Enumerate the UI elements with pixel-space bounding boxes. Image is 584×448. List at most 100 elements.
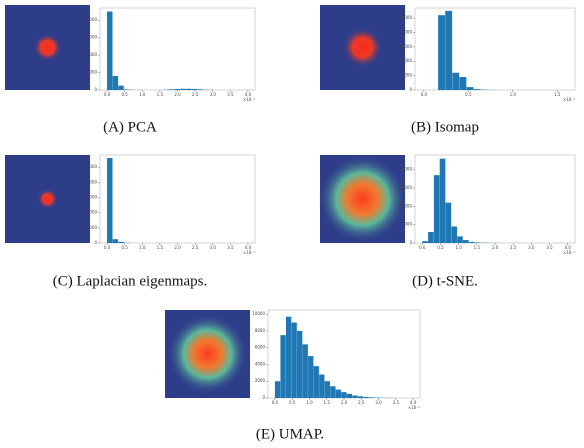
x-tick-label: 3.0 bbox=[210, 92, 217, 97]
bar bbox=[341, 392, 346, 398]
x-tick-label: 3.0 bbox=[210, 245, 217, 250]
x-tick-label: 2.5 bbox=[192, 245, 199, 250]
embedding-density bbox=[34, 34, 62, 62]
y-tick-label: 10000 bbox=[84, 225, 97, 230]
y-tick-label: 10000 bbox=[399, 58, 412, 63]
x-tick-label: 1.0 bbox=[510, 92, 517, 97]
y-tick-label: 40000 bbox=[84, 179, 97, 184]
bar bbox=[369, 397, 374, 398]
y-tick-label: 30000 bbox=[84, 35, 97, 40]
y-tick-label: 10000 bbox=[84, 70, 97, 75]
x-tick-label: 0.0 bbox=[421, 92, 428, 97]
x-tick-label: 0.0 bbox=[104, 92, 111, 97]
y-tick-label: 20000 bbox=[84, 52, 97, 57]
caption: (A) PCA bbox=[103, 119, 157, 135]
x-tick-label: 2.5 bbox=[192, 92, 199, 97]
bar bbox=[319, 375, 324, 398]
x-tick-label: 3.0 bbox=[528, 245, 535, 250]
x-tick-label: 0.5 bbox=[437, 245, 444, 250]
y-tick-label: 0 bbox=[409, 87, 412, 92]
x-tick-label: 0.0 bbox=[272, 400, 279, 405]
bar bbox=[186, 89, 191, 90]
x-multiplier: ×10⁻¹ bbox=[563, 250, 576, 255]
y-tick-label: 5000 bbox=[402, 222, 413, 227]
bar bbox=[467, 87, 474, 90]
x-tick-label: 3.5 bbox=[227, 92, 234, 97]
x-tick-label: 1.0 bbox=[306, 400, 313, 405]
x-multiplier: ×10⁻¹ bbox=[243, 97, 256, 102]
bar bbox=[314, 366, 319, 398]
bar bbox=[197, 89, 202, 90]
plot-frame bbox=[100, 155, 255, 243]
bar bbox=[280, 335, 285, 398]
x-tick-label: 0.5 bbox=[289, 400, 296, 405]
embedding-density bbox=[319, 155, 407, 243]
x-tick-label: 2.0 bbox=[174, 92, 181, 97]
bar bbox=[422, 241, 428, 243]
bar bbox=[428, 232, 434, 243]
x-tick-label: 1.0 bbox=[455, 245, 462, 250]
y-tick-label: 25000 bbox=[399, 15, 412, 20]
bar bbox=[291, 323, 296, 398]
embedding-density bbox=[343, 28, 383, 68]
bar bbox=[347, 394, 352, 398]
bar bbox=[475, 242, 481, 243]
caption: (B) Isomap bbox=[411, 119, 479, 135]
bar bbox=[175, 89, 180, 90]
y-tick-label: 20000 bbox=[399, 167, 412, 172]
bar bbox=[452, 73, 459, 90]
x-tick-label: 0.0 bbox=[104, 245, 111, 250]
x-tick-label: 0.5 bbox=[465, 92, 472, 97]
y-tick-label: 20000 bbox=[399, 29, 412, 34]
caption: (D) t-SNE. bbox=[412, 273, 478, 289]
y-tick-label: 15000 bbox=[399, 185, 412, 190]
bar bbox=[474, 89, 481, 90]
x-tick-label: 3.0 bbox=[375, 400, 382, 405]
bar bbox=[107, 11, 112, 90]
y-tick-label: 0 bbox=[409, 240, 412, 245]
bar bbox=[363, 397, 368, 398]
x-tick-label: 3.5 bbox=[227, 245, 234, 250]
x-tick-label: 1.0 bbox=[139, 92, 146, 97]
bar bbox=[118, 86, 123, 90]
bar bbox=[358, 396, 363, 398]
bar bbox=[180, 89, 185, 90]
x-tick-label: 1.5 bbox=[474, 245, 481, 250]
bar bbox=[457, 236, 463, 243]
bar bbox=[451, 227, 457, 244]
bar bbox=[308, 356, 313, 398]
plot-frame bbox=[100, 8, 255, 90]
y-tick-label: 5000 bbox=[402, 73, 413, 78]
bar bbox=[113, 239, 118, 243]
caption: (C) Laplacian eigenmaps. bbox=[53, 273, 208, 289]
x-tick-label: 0.0 bbox=[419, 245, 426, 250]
y-tick-label: 2000 bbox=[255, 378, 266, 383]
embedding-density bbox=[168, 314, 248, 394]
x-tick-label: 1.5 bbox=[554, 92, 561, 97]
y-tick-label: 10000 bbox=[399, 203, 412, 208]
embedding-density bbox=[38, 189, 58, 209]
bar bbox=[192, 89, 197, 90]
bar bbox=[169, 89, 174, 90]
y-tick-label: 30000 bbox=[84, 194, 97, 199]
bar bbox=[469, 242, 475, 243]
x-tick-label: 2.5 bbox=[510, 245, 517, 250]
x-tick-label: 2.0 bbox=[492, 245, 499, 250]
x-tick-label: 1.5 bbox=[157, 245, 164, 250]
bar bbox=[286, 317, 291, 398]
y-tick-label: 0 bbox=[262, 395, 265, 400]
bar bbox=[459, 77, 466, 90]
bar bbox=[325, 381, 330, 398]
bar bbox=[275, 381, 280, 398]
bar bbox=[463, 240, 469, 243]
y-tick-label: 4000 bbox=[255, 361, 266, 366]
x-tick-label: 1.5 bbox=[157, 92, 164, 97]
y-tick-label: 6000 bbox=[255, 345, 266, 350]
x-multiplier: ×10⁻¹ bbox=[563, 97, 576, 102]
y-tick-label: 20000 bbox=[84, 210, 97, 215]
bar bbox=[438, 15, 445, 90]
y-tick-label: 15000 bbox=[399, 44, 412, 49]
bar bbox=[352, 395, 357, 398]
y-tick-label: 10000 bbox=[252, 311, 265, 316]
